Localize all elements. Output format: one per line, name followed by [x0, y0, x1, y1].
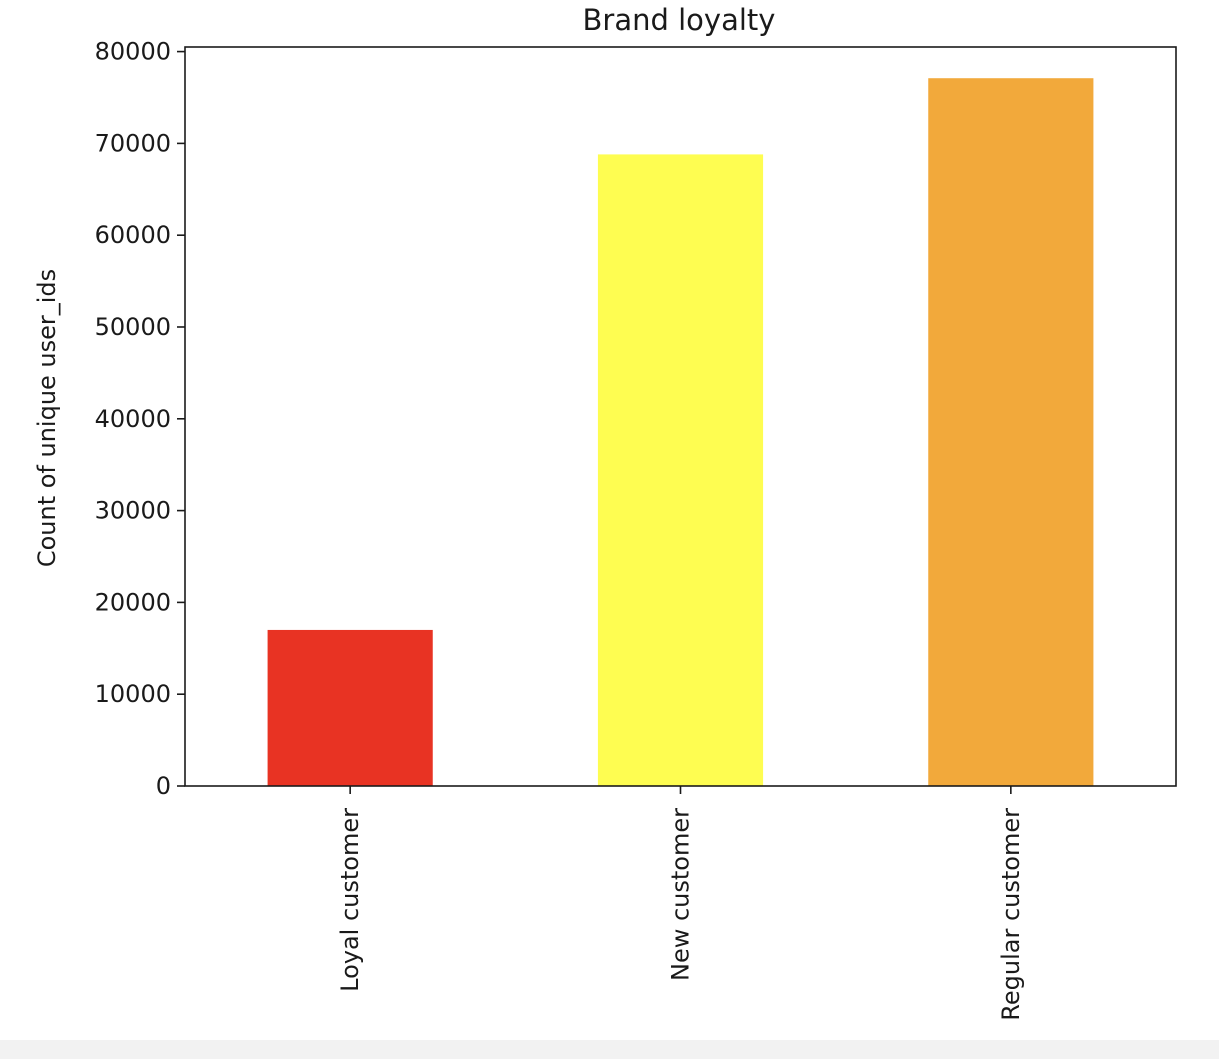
y-tick-label: 70000 [95, 129, 171, 157]
y-tick-label: 40000 [95, 405, 171, 433]
y-tick-label: 0 [156, 772, 171, 800]
chart-title: Brand loyalty [583, 3, 776, 37]
y-axis-ticks: 0 10000 20000 30000 40000 50000 60000 70000 8000… [95, 38, 185, 800]
y-tick-label: 30000 [95, 497, 171, 525]
bars-group [267, 78, 1094, 787]
y-axis-label: Count of unique user_ids [33, 269, 61, 567]
plot-frame [184, 46, 1177, 787]
bottom-strip [0, 1040, 1219, 1059]
y-tick-label: 60000 [95, 221, 171, 249]
bar-regular-customer [928, 78, 1094, 787]
x-tick-label: Regular customer [997, 808, 1025, 1021]
bar-loyal-customer [267, 629, 433, 786]
y-tick-label: 10000 [95, 680, 171, 708]
x-axis-ticks: Loyal customer New customer Regular custom… [336, 786, 1025, 1021]
x-tick-label: New customer [667, 808, 695, 981]
x-tick-label: Loyal customer [336, 808, 364, 992]
y-tick-label: 20000 [95, 588, 171, 616]
y-tick-label: 50000 [95, 313, 171, 341]
y-tick-label: 80000 [95, 38, 171, 66]
bar-new-customer [597, 154, 764, 786]
